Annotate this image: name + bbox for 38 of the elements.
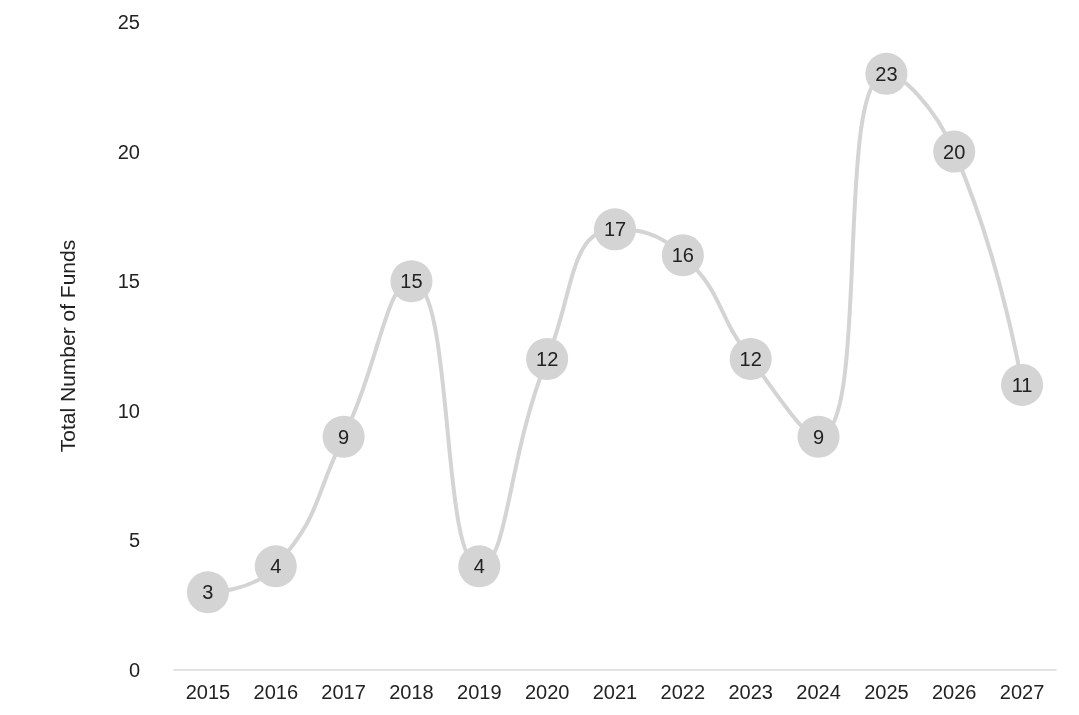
y-axis-title: Total Number of Funds (56, 239, 79, 453)
x-tick-label: 2015 (185, 681, 231, 703)
x-tick-label: 2023 (728, 681, 773, 703)
data-label: 4 (270, 555, 282, 578)
point (254, 545, 297, 588)
point (458, 545, 501, 588)
x-tick-label: 2016 (253, 681, 299, 703)
point (797, 415, 840, 458)
x-tick-label: 2020 (524, 681, 570, 703)
data-label: 20 (943, 140, 966, 163)
data-label: 15 (400, 270, 423, 293)
y-tick-label: 25 (117, 11, 140, 33)
x-tick-label: 2026 (931, 681, 977, 703)
data-label: 11 (1011, 373, 1033, 396)
data-label: 16 (671, 244, 694, 267)
x-tick-label: 2018 (389, 681, 434, 703)
y-tick-label: 20 (117, 140, 140, 163)
data-label: 23 (875, 62, 898, 85)
y-tick-label: 0 (128, 659, 140, 681)
x-tick-label: 2024 (796, 681, 841, 703)
data-label: 17 (603, 218, 627, 241)
y-tick-label: 10 (117, 399, 140, 422)
x-tick-label: 2027 (999, 681, 1045, 703)
x-tick-label: 2022 (660, 681, 706, 703)
y-tick-label: 15 (117, 270, 140, 293)
data-label: 12 (536, 347, 559, 370)
data-label: 4 (473, 555, 485, 578)
x-tick-label: 2025 (864, 681, 909, 703)
x-tick-label: 2017 (321, 681, 366, 703)
data-label: 12 (739, 347, 762, 370)
data-label: 9 (812, 425, 825, 448)
data-label: 9 (338, 425, 350, 448)
x-tick-label: 2019 (457, 681, 502, 703)
y-tick-label: 5 (128, 529, 140, 552)
data-label: 3 (202, 581, 214, 604)
point (186, 571, 229, 614)
point (322, 415, 365, 458)
x-tick-label: 2021 (592, 681, 638, 703)
